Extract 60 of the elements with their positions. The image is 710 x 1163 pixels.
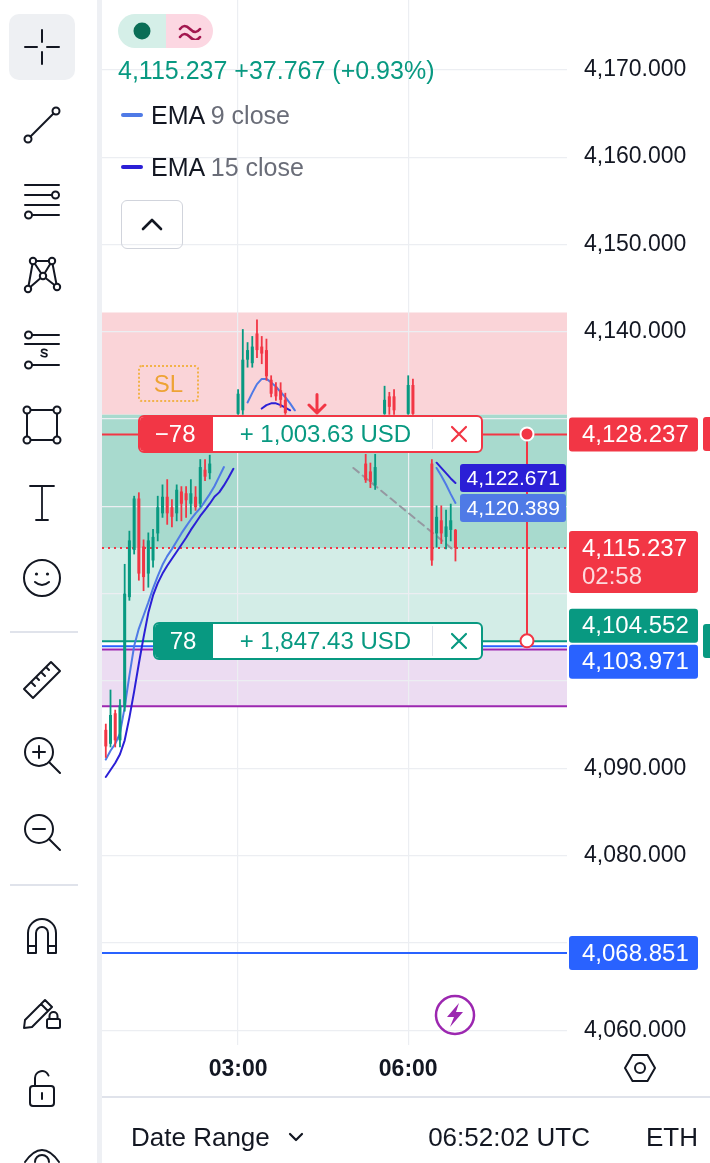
y-tick-label: 4,170.000 [584, 55, 687, 82]
candlestick [435, 505, 439, 548]
y-tick-label: 4,090.000 [584, 753, 687, 780]
candlestick [373, 453, 377, 490]
ref-line-label: 4,103.971 [582, 647, 689, 675]
y-tick-label: 4,140.000 [584, 317, 687, 344]
candlestick [165, 479, 169, 525]
candlestick [161, 484, 165, 518]
candlestick [179, 486, 183, 522]
candlestick [260, 336, 264, 365]
text: Date Range [131, 1121, 270, 1153]
candlestick [184, 486, 188, 518]
data-label: 4,122.671 [460, 463, 566, 492]
text: ETH [646, 1121, 698, 1153]
text: 4,115.237 +37.767 (+0.93%) [118, 55, 435, 85]
candlestick [175, 484, 179, 522]
y-tick-label: 4,060.000 [584, 1015, 687, 1042]
candlestick [170, 499, 174, 528]
candlestick [444, 509, 448, 550]
ref-line-label: 4,128.237 [582, 420, 689, 448]
text: 06:52:02 UTC [428, 1121, 590, 1153]
candlestick [392, 389, 396, 415]
order-tag: 78 + 1,847.43 USD [152, 622, 484, 661]
candlestick [189, 479, 193, 515]
ref-line-label: 4,068.851 [582, 938, 689, 966]
candlestick [368, 462, 372, 489]
ref-line-label: 4,115.237 [582, 533, 687, 561]
candlestick [283, 392, 287, 415]
candlestick [208, 454, 212, 480]
legend-label: EMA 9 close [151, 101, 290, 129]
order-tag: −78 + 1,003.63 USD [137, 415, 484, 454]
candlestick [104, 723, 108, 758]
x-tick-label: 03:00 [208, 1055, 268, 1082]
candlestick [449, 503, 453, 542]
candlestick [364, 453, 368, 483]
legend-label: EMA 15 close [151, 153, 304, 181]
text: 02:58 [582, 561, 643, 589]
candlestick [203, 459, 207, 482]
candlestick [246, 342, 250, 368]
candlestick [151, 529, 155, 568]
candlestick [269, 375, 273, 398]
candlestick [387, 391, 391, 415]
dotted-frame: SL [137, 365, 200, 403]
annotation: + 1,847.43 USD [238, 626, 413, 657]
candlestick [255, 319, 259, 358]
y-tick-label: 4,160.000 [584, 142, 687, 169]
data-label: 4,120.389 [460, 493, 566, 522]
annotation: + 1,003.63 USD [238, 419, 413, 450]
candlestick [109, 689, 113, 748]
x-tick-label: 06:00 [378, 1055, 438, 1082]
candlestick [279, 382, 283, 408]
y-tick-label: 4,080.000 [584, 840, 687, 867]
ref-line-label: 4,104.552 [582, 611, 689, 639]
candlestick [439, 505, 443, 544]
y-tick-label: 4,150.000 [584, 229, 687, 256]
annotation: 78 [168, 626, 198, 657]
candlestick [250, 336, 254, 368]
candlestick [194, 486, 198, 511]
candlestick [383, 385, 387, 415]
annotation: −78 [153, 419, 197, 450]
